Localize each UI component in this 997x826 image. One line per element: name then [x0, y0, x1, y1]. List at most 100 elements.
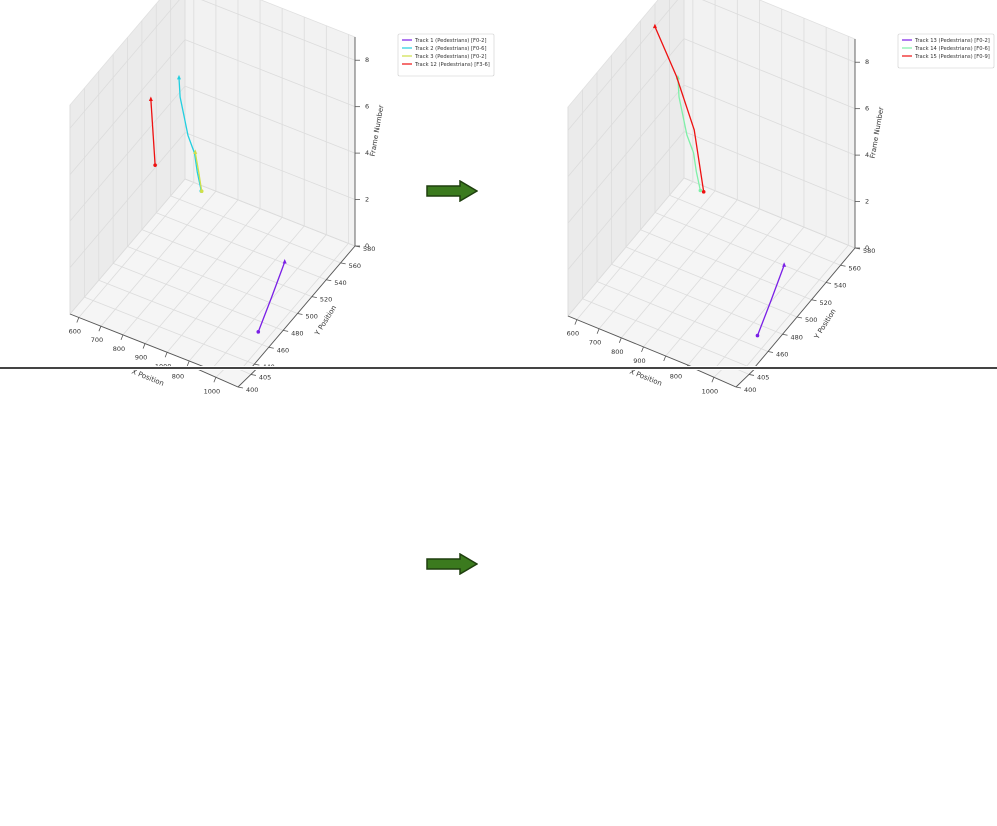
- grid-line: [654, 212, 827, 283]
- y-tick: [297, 313, 303, 315]
- x-tick-label: 700: [589, 339, 601, 347]
- grid-line: [84, 296, 255, 365]
- x-tick: [142, 343, 146, 349]
- z-tick-label: 4: [365, 149, 369, 157]
- series-line: [194, 152, 203, 192]
- grid-line: [683, 177, 856, 249]
- track-start-point: [755, 333, 760, 338]
- grid-line: [567, 177, 685, 317]
- y-tick: [311, 296, 317, 299]
- chart-svg: 2004006008001000400405410415420425430435…: [130, 370, 271, 395]
- x-axis-label: X Position: [130, 370, 165, 388]
- x-tick-label: 600: [69, 327, 81, 335]
- x-tick: [76, 317, 80, 323]
- x-tick: [213, 377, 217, 383]
- y-tick-label: 440: [262, 363, 274, 366]
- grid-line: [184, 39, 356, 108]
- y-tick: [782, 333, 788, 336]
- y-tick: [735, 386, 742, 389]
- x-tick-label: 800: [611, 348, 623, 356]
- grid-line: [69, 132, 186, 268]
- grid-line: [567, 38, 685, 177]
- x-tick-label: 700: [91, 336, 103, 344]
- x-axis-line: [567, 315, 692, 366]
- z-axis-label: Frame Number: [869, 106, 886, 159]
- z-tick-label: 8: [865, 58, 869, 66]
- x-tick: [641, 346, 644, 353]
- series-line: [756, 265, 785, 336]
- track-end-marker: [193, 149, 198, 154]
- x-tick: [164, 352, 168, 358]
- z-tick-label: 0: [365, 242, 369, 250]
- track-end-marker: [782, 262, 787, 267]
- x-tick: [574, 319, 578, 325]
- track-end-marker: [652, 23, 657, 29]
- floor-pane: [696, 370, 755, 388]
- grid-line: [640, 229, 812, 301]
- track-start-point: [701, 190, 706, 194]
- grid-line: [170, 195, 341, 264]
- x-tick: [98, 326, 102, 332]
- chart-top-left: 6007008009001000110012001300420440460480…: [0, 0, 497, 366]
- chart-bottom-right: 2004006008001000400405410415420425430435…: [497, 370, 997, 826]
- grid-line: [683, 131, 856, 202]
- y-tick: [250, 374, 256, 376]
- legend-entry: Track 12 (Pedestrians) [F3-6]: [414, 62, 490, 68]
- legend-entry: Track 13 (Pedestrians) [F0-2]: [914, 38, 990, 44]
- grid-line: [567, 84, 685, 224]
- y-axis-label: Y Position: [313, 304, 338, 338]
- y-tick-label: 540: [334, 279, 346, 287]
- legend-box: [897, 33, 995, 69]
- legend-entry: Track 14 (Pedestrians) [F0-6]: [914, 46, 990, 52]
- grid-line: [669, 194, 841, 266]
- y-tick-label: 500: [306, 313, 318, 321]
- track-end-marker: [148, 96, 153, 101]
- grid-line: [69, 85, 186, 222]
- z-tick-label: 0: [865, 244, 869, 252]
- x-tick: [687, 364, 689, 366]
- grid-line: [611, 263, 783, 335]
- track-end-marker: [282, 259, 287, 264]
- y-tick-label: 405: [259, 373, 271, 381]
- grid-line: [184, 132, 356, 200]
- grid-line: [567, 0, 678, 131]
- series-line: [178, 77, 202, 192]
- series-line: [150, 99, 156, 166]
- y-tick: [237, 386, 244, 389]
- y-tick: [254, 363, 260, 366]
- y-tick-label: 560: [349, 262, 361, 270]
- grid-line: [683, 38, 856, 110]
- grid-line: [69, 178, 186, 315]
- grid-line: [201, 0, 356, 61]
- y-tick-label: 480: [291, 329, 303, 337]
- z-tick-label: 4: [865, 151, 869, 159]
- z-tick-label: 2: [365, 196, 369, 204]
- legend-entry: Track 15 (Pedestrians) [F0-9]: [914, 54, 990, 60]
- series-line: [654, 26, 705, 192]
- track-start-point: [256, 330, 261, 334]
- chart-top-right: 6007008009001000110012001300420440460480…: [497, 0, 997, 366]
- y-tick: [825, 282, 832, 284]
- x-tick-label: 600: [567, 330, 579, 338]
- y-axis-label: Y Position: [812, 308, 837, 342]
- y-tick-label: 480: [791, 333, 803, 341]
- grid-line: [156, 212, 327, 281]
- y-tick: [767, 351, 774, 353]
- arrow-shape: [426, 180, 478, 202]
- grid-line: [701, 0, 856, 63]
- y-tick-label: 520: [320, 296, 332, 304]
- y-tick-label: 580: [863, 247, 875, 255]
- right-arrow-icon: [426, 180, 478, 202]
- y-tick-label: 520: [820, 299, 832, 307]
- chart-svg: 2004006008001000400405410415420425430435…: [628, 370, 769, 395]
- z-axis-label: Frame Number: [369, 104, 386, 157]
- right-arrow-icon: [426, 553, 478, 575]
- y-tick-label: 405: [757, 373, 769, 381]
- x-tick: [711, 377, 715, 383]
- z-tick-label: 2: [865, 198, 869, 206]
- x-tick-label: 1000: [702, 387, 719, 395]
- x-axis-line: [696, 370, 737, 388]
- x-tick-label: 1000: [204, 387, 221, 395]
- y-tick-label: 560: [849, 264, 861, 272]
- x-tick-label: 900: [135, 354, 147, 362]
